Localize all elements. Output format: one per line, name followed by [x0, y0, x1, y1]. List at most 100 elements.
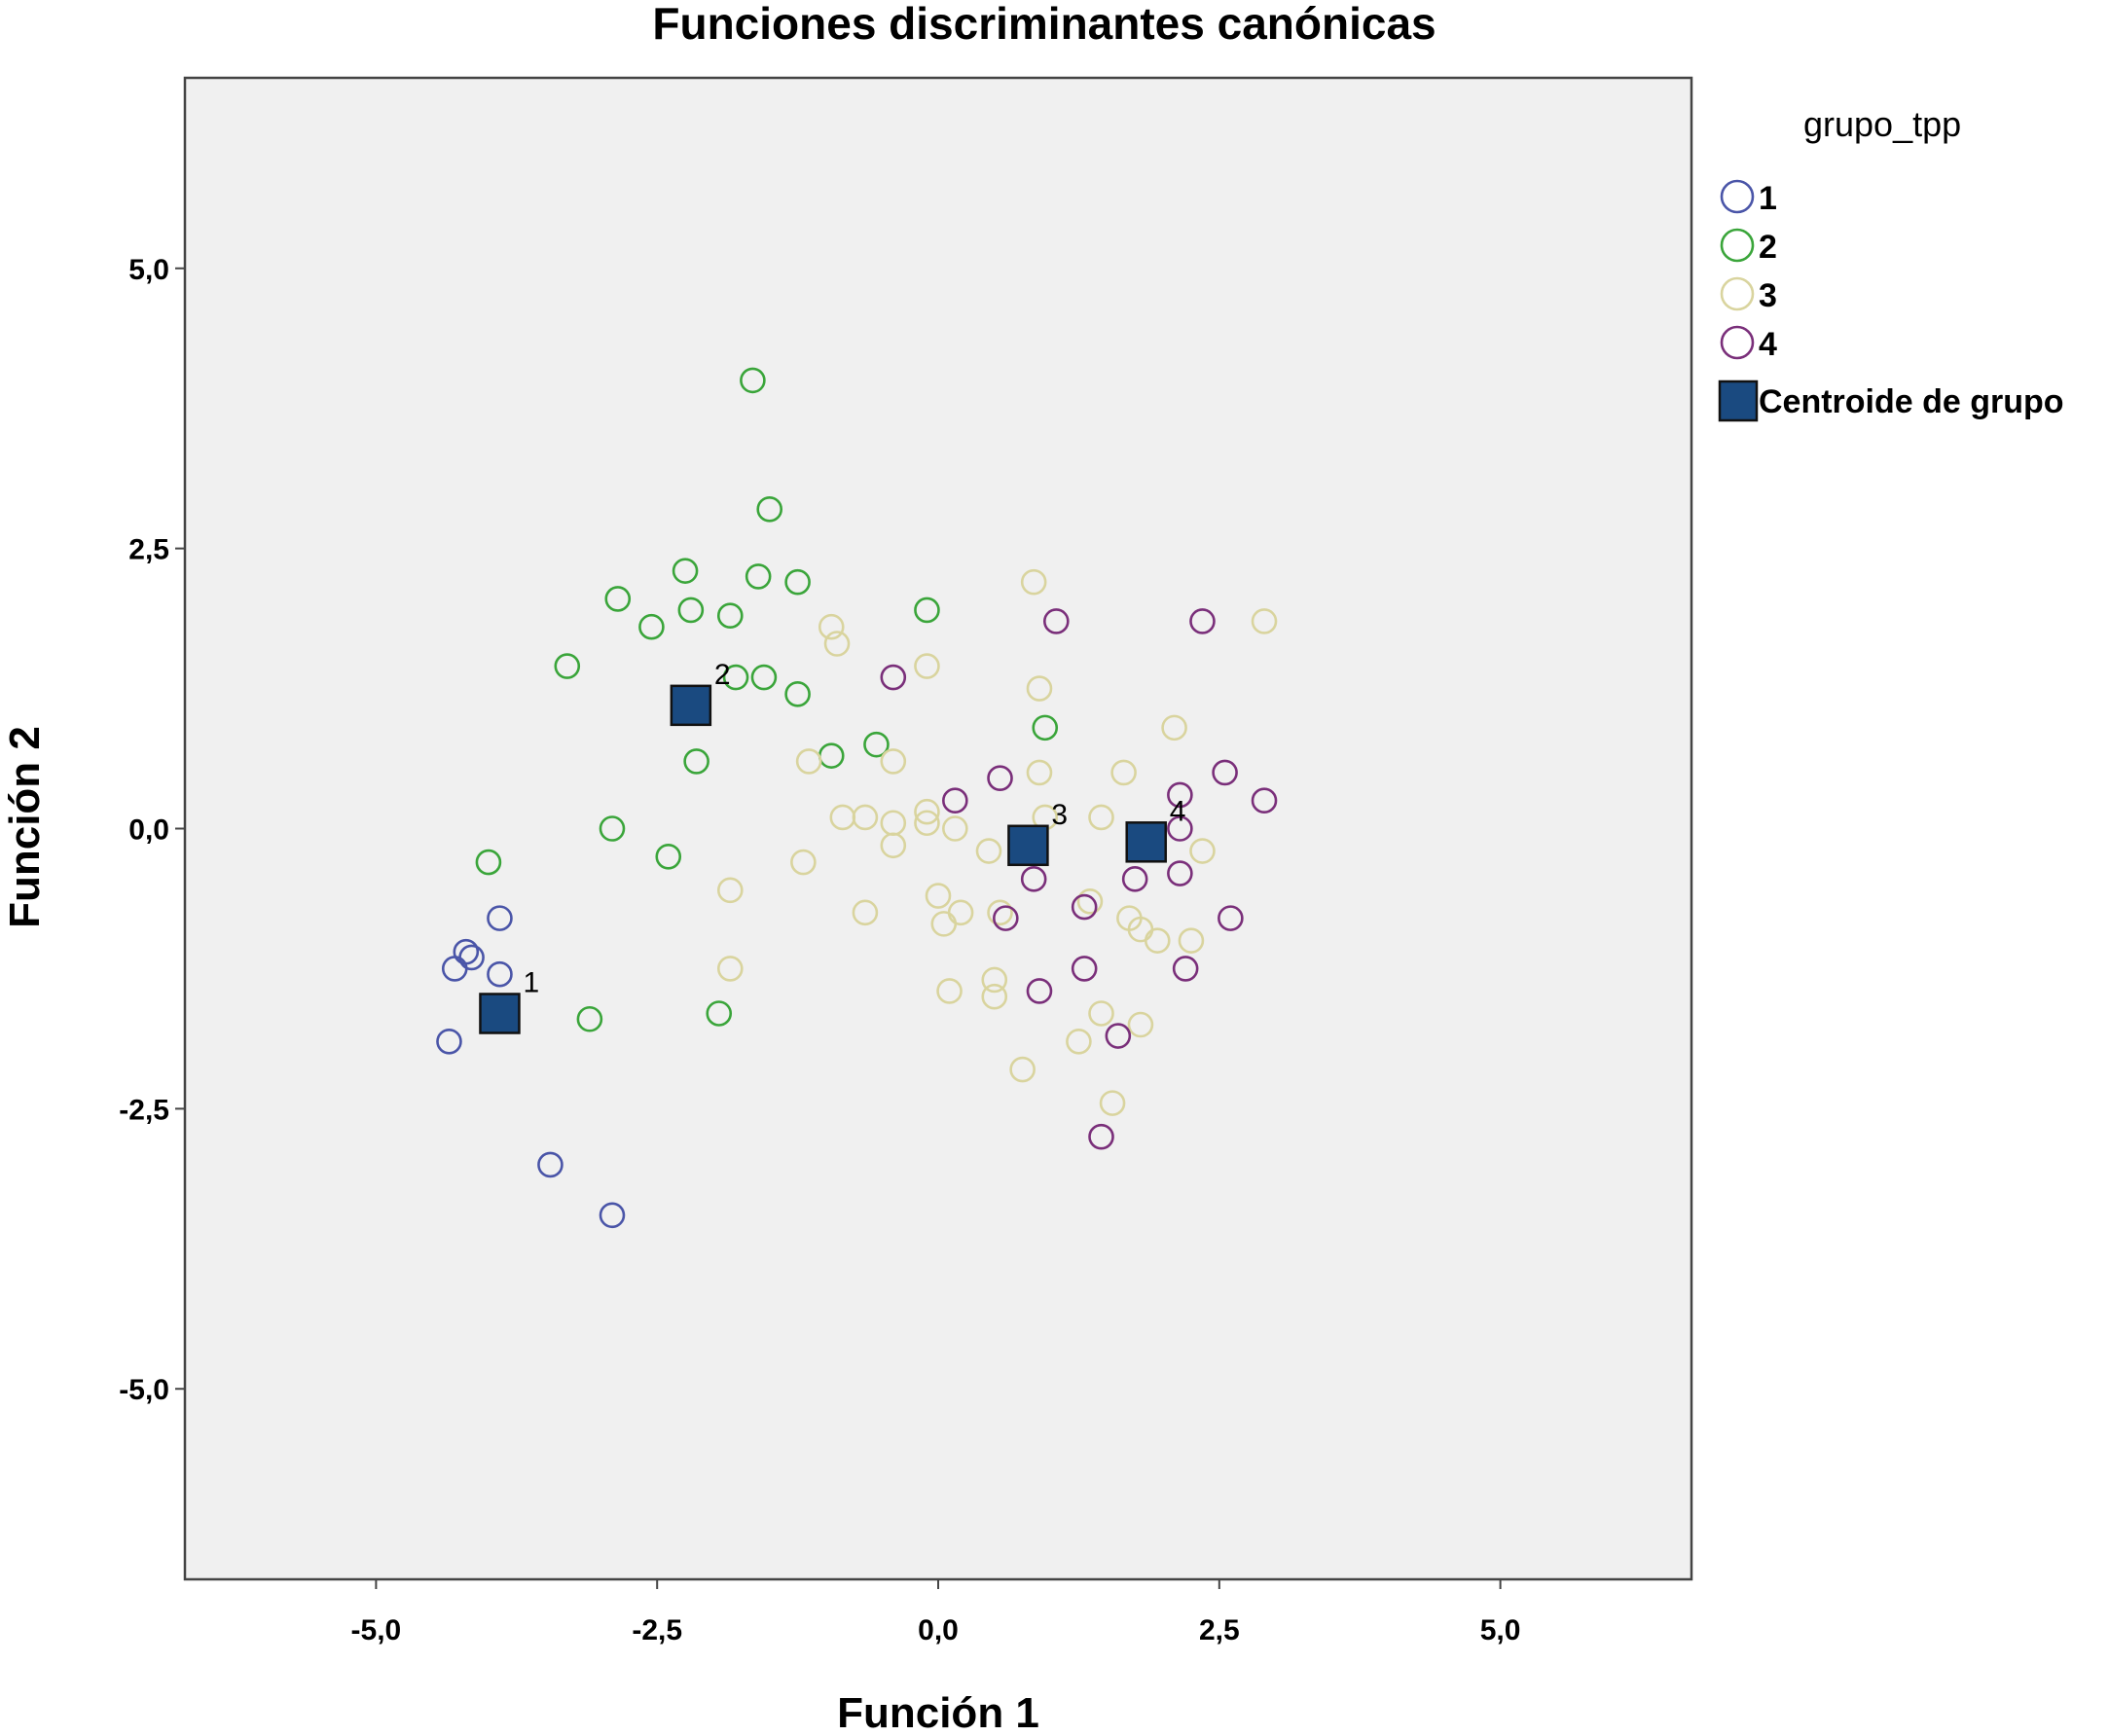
data-point — [981, 966, 1008, 994]
data-point — [880, 832, 907, 859]
data-point — [1212, 759, 1238, 786]
data-points — [436, 367, 1278, 1229]
data-point — [925, 883, 952, 909]
data-point — [1178, 927, 1205, 954]
data-point — [722, 664, 749, 691]
data-point — [487, 960, 513, 988]
data-point — [784, 681, 811, 707]
centroid-marker — [670, 684, 712, 727]
data-point — [604, 586, 632, 612]
data-point — [790, 849, 817, 876]
data-point — [655, 843, 682, 870]
data-point — [1251, 787, 1278, 814]
data-point — [880, 748, 907, 775]
data-point — [914, 810, 940, 837]
centroid-marker — [1125, 821, 1167, 863]
legend-title: grupo_tpp — [1803, 104, 1961, 144]
y-tick-label: 2,5 — [128, 534, 169, 566]
legend-marker — [1720, 276, 1755, 311]
data-point — [1032, 714, 1059, 741]
data-point — [1088, 804, 1114, 831]
data-point — [1026, 759, 1053, 786]
centroid-label: 1 — [523, 966, 539, 998]
data-point — [914, 798, 940, 825]
series-group-2 — [475, 367, 1059, 1032]
legend-item-label: 2 — [1759, 229, 1777, 266]
data-point — [795, 748, 822, 775]
y-tick-label: -5,0 — [119, 1374, 169, 1406]
centroid-marker — [1007, 824, 1049, 867]
legend-centroid-label: Centroide de grupo — [1759, 383, 2064, 420]
data-point — [975, 838, 1002, 864]
data-point — [683, 748, 709, 775]
data-point — [1172, 956, 1199, 982]
data-point — [1042, 608, 1070, 634]
series-group-3 — [716, 568, 1278, 1116]
data-point — [823, 631, 851, 657]
data-point — [947, 899, 974, 926]
centroid-marker — [479, 993, 521, 1034]
data-point — [716, 877, 744, 904]
data-point — [745, 563, 772, 590]
series-group-4 — [880, 608, 1278, 1150]
x-axis-ticks: -5,0 -2,5 0,0 2,5 5,0 — [351, 1579, 1521, 1646]
data-point — [599, 815, 626, 842]
data-point — [716, 602, 744, 630]
data-point — [487, 905, 513, 931]
data-point — [706, 1000, 733, 1027]
legend-centroid-marker — [1718, 380, 1759, 422]
series-group-1 — [436, 905, 626, 1229]
data-point — [1121, 866, 1148, 892]
data-point — [852, 899, 879, 926]
group-centroids: 1 2 3 4 — [479, 659, 1186, 1034]
y-tick-label: 0,0 — [128, 814, 169, 847]
data-point — [1071, 956, 1098, 982]
data-point — [1088, 1123, 1114, 1150]
data-point — [880, 664, 907, 691]
centroid-label: 4 — [1170, 795, 1186, 827]
legend-marker — [1720, 325, 1755, 360]
chart-title: Funciones discriminantes canónicas — [652, 0, 1436, 49]
data-point — [942, 815, 968, 842]
y-tick-label: 5,0 — [128, 254, 169, 286]
centroid-label: 3 — [1051, 799, 1068, 831]
data-point — [1009, 1056, 1036, 1083]
data-point — [740, 367, 766, 394]
centroid-label: 2 — [714, 659, 731, 691]
y-axis-label: Función 2 — [1, 726, 49, 928]
legend: grupo_tpp 1 2 3 4 Centroide de grupo — [1718, 104, 2064, 422]
data-point — [981, 983, 1008, 1010]
data-point — [638, 613, 665, 640]
data-point — [1066, 1028, 1092, 1055]
data-point — [914, 597, 940, 624]
data-point — [942, 787, 968, 814]
data-point — [993, 905, 1019, 931]
data-point — [716, 956, 744, 982]
data-point — [784, 568, 811, 596]
data-point — [537, 1151, 564, 1178]
data-point — [1167, 815, 1193, 842]
legend-marker — [1720, 179, 1755, 214]
data-point — [458, 944, 485, 971]
data-point — [1144, 927, 1171, 954]
data-point — [818, 613, 845, 640]
legend-item-label: 1 — [1759, 180, 1777, 217]
data-point — [1026, 978, 1053, 1004]
x-axis-label: Función 1 — [837, 1689, 1039, 1736]
data-point — [1167, 781, 1193, 809]
data-point — [677, 597, 705, 624]
data-point — [672, 558, 699, 584]
y-tick-label: -2,5 — [119, 1094, 169, 1126]
data-point — [1099, 1090, 1126, 1116]
data-point — [599, 1202, 626, 1229]
legend-marker — [1720, 228, 1755, 263]
data-point — [852, 804, 879, 831]
data-point — [554, 653, 581, 679]
data-point — [1105, 1023, 1132, 1049]
legend-item-label: 3 — [1759, 277, 1777, 314]
data-point — [1088, 1000, 1114, 1027]
data-point — [1071, 893, 1098, 921]
x-tick-label: 5,0 — [1480, 1614, 1521, 1646]
x-tick-label: 2,5 — [1199, 1614, 1240, 1646]
